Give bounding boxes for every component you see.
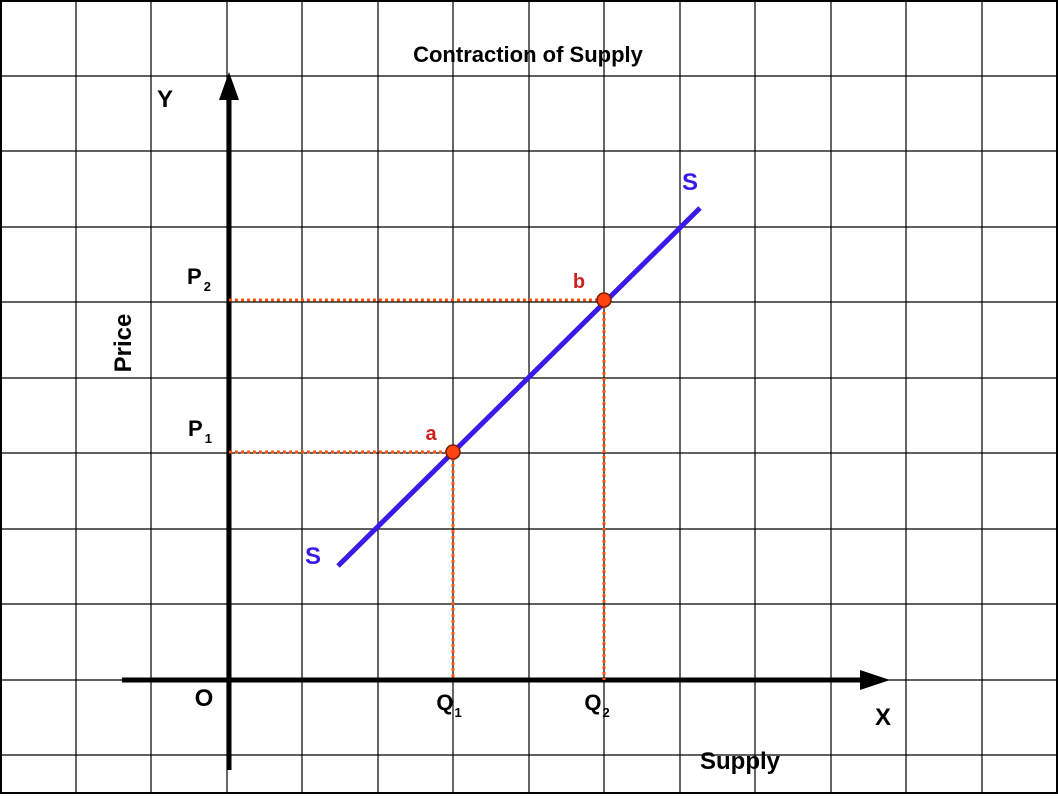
point-a-label: a: [425, 423, 437, 445]
quantity-level-2-label: Q2: [584, 690, 609, 720]
guide-lines: [229, 298, 606, 680]
point-b-marker: [596, 292, 612, 308]
y-axis-title: Price: [110, 314, 137, 373]
y-axis-arrowhead: [219, 72, 239, 100]
point-a-marker: [445, 444, 461, 460]
diagram-title: Contraction of Supply: [413, 42, 644, 67]
y-axis-letter: Y: [157, 86, 173, 113]
point-b-label: b: [573, 271, 585, 293]
supply-curve-label-bottom: S: [305, 543, 321, 570]
supply-curve: [336, 206, 702, 568]
x-axis-letter: X: [875, 704, 891, 731]
origin-label: O: [195, 685, 214, 712]
x-axis-arrowhead: [860, 670, 890, 690]
supply-curve-label-top: S: [682, 169, 698, 196]
x-axis-title: Supply: [700, 748, 781, 775]
quantity-level-1-label: Q1: [436, 690, 461, 720]
